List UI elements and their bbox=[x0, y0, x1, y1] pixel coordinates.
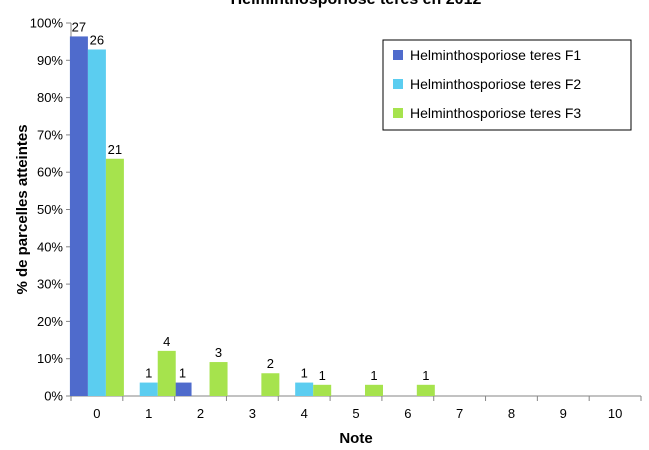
legend: Helminthosporiose teres F1 Helminthospori… bbox=[382, 39, 632, 131]
x-tick-label: 1 bbox=[145, 406, 152, 421]
legend-swatch bbox=[393, 108, 403, 118]
x-tick-label: 7 bbox=[456, 406, 463, 421]
x-tick-label: 8 bbox=[508, 406, 515, 421]
x-axis: 0 1 2 3 4 5 6 7 8 9 10 bbox=[70, 395, 642, 421]
bar bbox=[139, 382, 158, 396]
y-tick-label: 10% bbox=[37, 351, 63, 366]
x-tick-label: 6 bbox=[404, 406, 411, 421]
bar bbox=[416, 384, 435, 396]
x-tick-label: 10 bbox=[608, 406, 622, 421]
y-tick-label: 90% bbox=[37, 53, 63, 68]
data-label: 21 bbox=[108, 142, 122, 157]
legend-label: Helminthosporiose teres F2 bbox=[410, 76, 581, 92]
data-label: 4 bbox=[163, 334, 170, 349]
x-tick-label: 0 bbox=[93, 406, 100, 421]
legend-label: Helminthosporiose teres F3 bbox=[410, 105, 581, 121]
bar bbox=[173, 382, 192, 396]
data-label: 26 bbox=[90, 32, 104, 47]
y-tick-label: 0% bbox=[44, 389, 63, 404]
legend-box bbox=[382, 39, 632, 131]
x-tick-label: 4 bbox=[301, 406, 308, 421]
bar bbox=[209, 362, 228, 396]
y-tick-label: 20% bbox=[37, 314, 63, 329]
bar bbox=[87, 49, 106, 396]
data-label: 1 bbox=[145, 366, 152, 381]
y-tick-label: 100% bbox=[30, 16, 64, 31]
data-label: 1 bbox=[319, 368, 326, 383]
legend-swatch bbox=[393, 79, 403, 89]
chart-title: Helminthosporiose teres en 2012 bbox=[231, 0, 482, 8]
y-axis: 0% 10% 20% 30% 40% 50% 60% 70% 80% 90% 100% bbox=[30, 16, 72, 404]
y-tick-label: 30% bbox=[37, 277, 63, 292]
y-tick-label: 60% bbox=[37, 165, 63, 180]
bar bbox=[295, 382, 314, 396]
bar bbox=[261, 373, 280, 396]
bar bbox=[313, 384, 332, 396]
legend-label: Helminthosporiose teres F1 bbox=[410, 47, 581, 63]
data-label: 1 bbox=[301, 366, 308, 381]
legend-swatch bbox=[393, 50, 403, 60]
data-label: 1 bbox=[370, 368, 377, 383]
y-tick-label: 70% bbox=[37, 127, 63, 142]
data-label: 2 bbox=[267, 356, 274, 371]
x-tick-label: 9 bbox=[560, 406, 567, 421]
y-tick-label: 80% bbox=[37, 90, 63, 105]
y-axis-title: % de parcelles atteintes bbox=[14, 124, 31, 294]
bar bbox=[157, 350, 176, 396]
data-label: 27 bbox=[72, 19, 86, 34]
y-tick-label: 50% bbox=[37, 202, 63, 217]
x-tick-label: 5 bbox=[352, 406, 359, 421]
bar bbox=[69, 36, 88, 396]
x-tick-label: 2 bbox=[197, 406, 204, 421]
x-tick-label: 3 bbox=[249, 406, 256, 421]
data-label: 3 bbox=[215, 345, 222, 360]
data-label: 1 bbox=[422, 368, 429, 383]
bars-group bbox=[69, 36, 435, 396]
x-axis-title: Note bbox=[339, 430, 372, 447]
bar bbox=[365, 384, 383, 396]
y-tick-label: 40% bbox=[37, 239, 63, 254]
data-label: 1 bbox=[179, 366, 186, 381]
bar bbox=[105, 158, 124, 396]
